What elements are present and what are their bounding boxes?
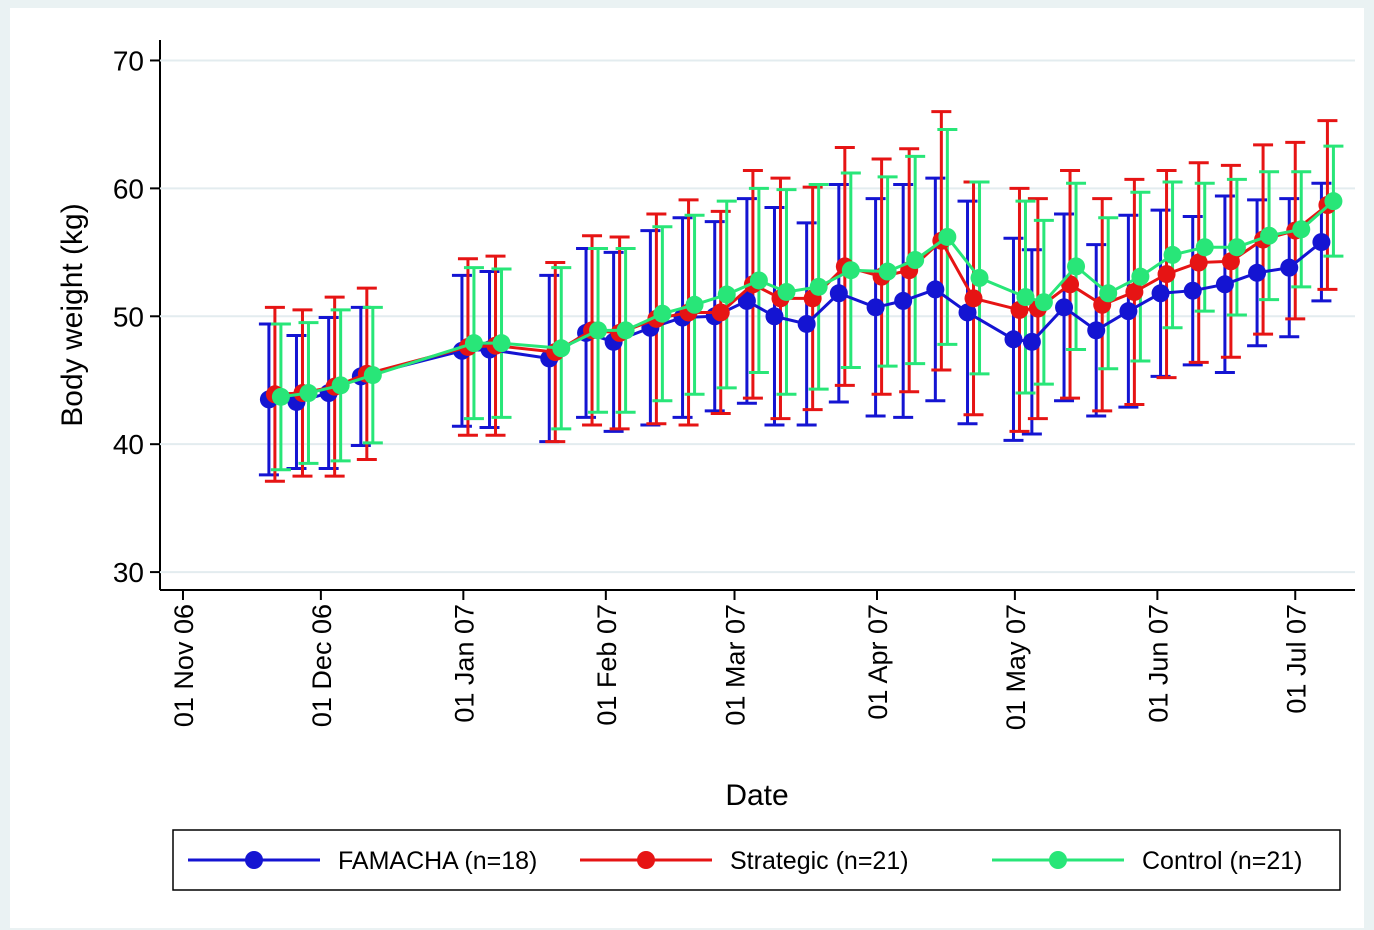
point [958, 303, 977, 322]
point [1227, 238, 1246, 257]
plot-background [10, 8, 1364, 928]
point [331, 376, 350, 395]
x-tick-label: 01 May 07 [1001, 604, 1031, 730]
point [964, 289, 983, 308]
point [653, 304, 672, 323]
point [1125, 282, 1144, 301]
y-axis-title: Body weight (kg) [56, 203, 89, 426]
point [616, 321, 635, 340]
point [1189, 253, 1208, 272]
point [492, 334, 511, 353]
point [1022, 332, 1041, 351]
point [737, 291, 756, 310]
y-tick-label: 60 [113, 173, 144, 204]
point [1292, 220, 1311, 239]
legend-label: FAMACHA (n=18) [338, 847, 537, 875]
point [1151, 284, 1170, 303]
point [1099, 284, 1118, 303]
point [777, 282, 796, 301]
point [589, 321, 608, 340]
point [685, 295, 704, 314]
point [1163, 245, 1182, 264]
point [1157, 265, 1176, 284]
legend-label: Strategic (n=21) [730, 847, 909, 875]
x-tick-label: 01 Dec 06 [307, 604, 337, 727]
point [1312, 233, 1331, 252]
point [1087, 321, 1106, 340]
point [271, 387, 290, 406]
x-tick-label: 01 Feb 07 [592, 604, 622, 726]
point [1034, 293, 1053, 312]
point [1195, 238, 1214, 257]
point [1215, 275, 1234, 294]
point [1055, 298, 1074, 317]
point [1004, 330, 1023, 349]
point [1183, 281, 1202, 300]
point [552, 339, 571, 358]
point [1260, 226, 1279, 245]
point [1067, 257, 1086, 276]
point [717, 285, 736, 304]
legend-box [172, 829, 1341, 891]
y-tick-label: 40 [113, 429, 144, 460]
x-tick-label: 01 Jul 07 [1281, 604, 1311, 714]
point [749, 271, 768, 290]
point [464, 334, 483, 353]
y-tick-label: 50 [113, 301, 144, 332]
point [926, 280, 945, 299]
point [970, 268, 989, 287]
point [1119, 302, 1138, 321]
point [1248, 263, 1267, 282]
point [1016, 288, 1035, 307]
point [363, 366, 382, 385]
point [829, 284, 848, 303]
point [765, 307, 784, 326]
point [878, 262, 897, 281]
point [1221, 252, 1240, 271]
legend-marker [245, 851, 263, 869]
x-tick-label: 01 Jun 07 [1143, 604, 1173, 723]
x-axis-title: Date [725, 779, 788, 812]
point [1131, 267, 1150, 286]
x-tick-label: 01 Mar 07 [721, 604, 751, 726]
legend-label: Control (n=21) [1142, 847, 1303, 875]
legend-marker [637, 851, 655, 869]
point [809, 277, 828, 296]
point [894, 291, 913, 310]
x-tick-label: 01 Jan 07 [449, 604, 479, 723]
point [938, 227, 957, 246]
point [1324, 192, 1343, 211]
point [906, 251, 925, 269]
x-tick-label: 01 Nov 06 [169, 604, 199, 727]
point [711, 303, 730, 322]
legend-marker [1049, 851, 1067, 869]
point [1280, 258, 1299, 277]
y-tick-label: 70 [113, 45, 144, 76]
x-tick-label: 01 Apr 07 [863, 604, 893, 720]
y-tick-label: 30 [113, 557, 144, 588]
point [299, 384, 318, 403]
point [866, 298, 885, 317]
point [797, 314, 816, 333]
point [841, 261, 860, 280]
